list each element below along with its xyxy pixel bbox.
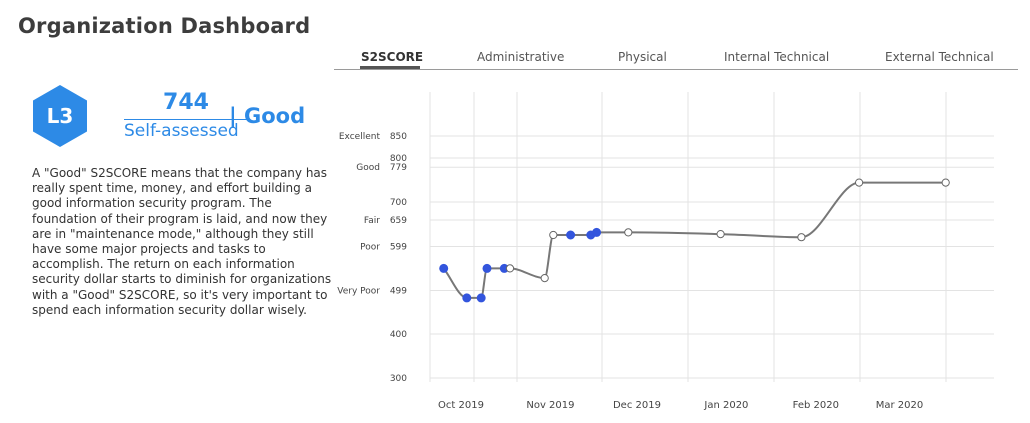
active-tab-indicator [360,66,420,69]
score-type: Self-assessed [124,121,239,141]
data-point-filled[interactable] [566,230,576,240]
data-point-filled[interactable] [462,293,472,303]
data-point-filled[interactable] [439,263,449,273]
x-axis-labels: Oct 2019 Nov 2019 Dec 2019 Jan 2020 Feb 2020… [438,400,923,411]
tab-bar: S2SCORE Administrative Physical Internal… [334,48,1018,70]
y-tick-label: 800 [390,154,407,164]
data-point-filled[interactable] [476,293,486,303]
rating-description: A "Good" S2SCORE means that the company … [32,166,332,317]
score-value: 744 [163,90,209,115]
level-badge-icon: L3 [33,85,87,147]
y-tick-label: 300 [390,374,407,384]
score-divider [124,119,248,120]
tab-internal-technical[interactable]: Internal Technical [724,50,830,64]
tab-physical[interactable]: Physical [618,50,667,64]
x-tick-label: Feb 2020 [793,400,839,411]
horizontal-gridlines [430,135,994,379]
y-category-label: Good [356,163,380,173]
x-tick-label: Jan 2020 [703,400,748,411]
x-tick-label: Oct 2019 [438,400,484,411]
score-rating: | Good [229,104,306,128]
y-tick-label: 779 [390,163,407,173]
data-point-hollow[interactable] [505,264,515,273]
x-tick-label: Dec 2019 [613,400,661,411]
x-tick-label: Mar 2020 [876,400,924,411]
tab-s2score[interactable]: S2SCORE [361,50,424,64]
y-category-label: Excellent [339,132,381,142]
series-line [442,181,946,299]
data-point-hollow[interactable] [624,228,633,237]
page-title: Organization Dashboard [18,14,311,38]
data-point-filled[interactable] [482,263,492,273]
data-point-hollow[interactable] [797,233,806,242]
data-point-filled[interactable] [592,227,602,237]
tab-administrative[interactable]: Administrative [477,50,565,64]
y-tick-label: 659 [390,216,407,226]
x-tick-label: Nov 2019 [526,400,574,411]
level-label: L3 [47,104,74,128]
data-point-hollow[interactable] [716,230,725,239]
y-category-label: Poor [360,242,380,252]
data-point-hollow[interactable] [941,178,950,187]
y-tick-label: 850 [390,132,407,142]
score-summary: L3 744 Self-assessed | Good [32,84,332,150]
tab-external-technical[interactable]: External Technical [885,50,994,64]
y-tick-label: 499 [390,286,407,296]
y-tick-label: 700 [390,198,407,208]
data-point-hollow[interactable] [549,230,558,240]
y-tick-label: 400 [390,330,407,340]
y-tick-label: 599 [390,242,407,252]
data-point-hollow[interactable] [540,274,549,283]
y-category-label: Fair [364,216,380,226]
y-category-label: Very Poor [337,286,380,296]
data-point-hollow[interactable] [855,178,864,187]
data-points [439,178,950,303]
